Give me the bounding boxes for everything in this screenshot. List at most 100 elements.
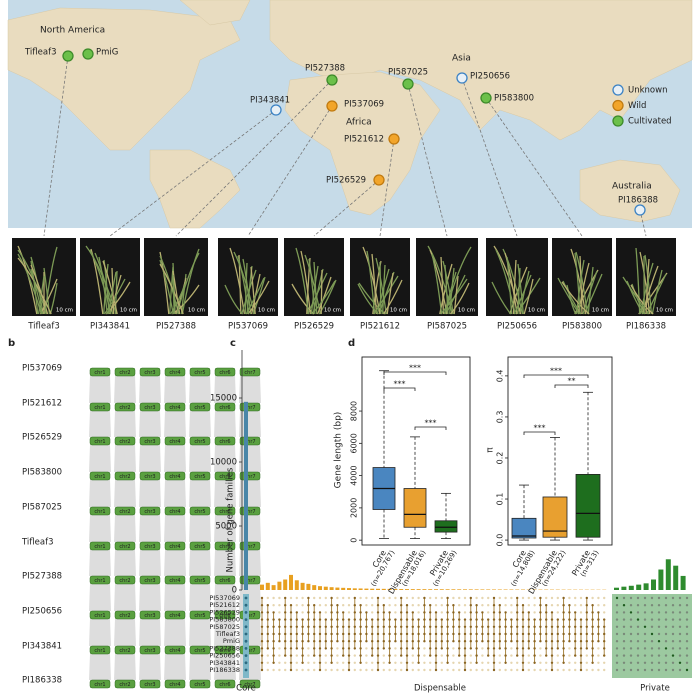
matrix-dot bbox=[330, 625, 333, 628]
synteny-band bbox=[164, 619, 186, 646]
matrix-dot bbox=[504, 654, 507, 657]
matrix-dot bbox=[347, 661, 351, 664]
matrix-dot bbox=[585, 632, 588, 636]
matrix-dot bbox=[295, 618, 298, 621]
matrix-dot bbox=[657, 625, 661, 628]
matrix-dot bbox=[685, 632, 689, 636]
matrix-dot bbox=[295, 640, 298, 643]
matrix-dot bbox=[481, 625, 484, 628]
bar bbox=[347, 588, 351, 590]
matrix-dot bbox=[301, 611, 304, 614]
chromosome-label: chr3 bbox=[144, 578, 155, 584]
synteny-band bbox=[239, 376, 261, 403]
plant-leaf bbox=[386, 272, 394, 315]
matrix-dot bbox=[244, 632, 248, 636]
matrix-dot bbox=[440, 611, 443, 614]
matrix-dot bbox=[527, 625, 530, 628]
matrix-dot bbox=[629, 611, 633, 614]
matrix-dot bbox=[629, 640, 633, 643]
synteny-band bbox=[114, 411, 136, 437]
chromosome-label: chr4 bbox=[169, 682, 180, 688]
matrix-dot bbox=[452, 668, 455, 672]
matrix-dot bbox=[417, 618, 420, 621]
matrix-dot bbox=[498, 596, 501, 600]
matrix-dot bbox=[260, 647, 264, 650]
synteny-band bbox=[139, 376, 161, 403]
significance-bracket bbox=[383, 371, 447, 375]
chromosome bbox=[114, 610, 136, 620]
synteny-band bbox=[139, 411, 161, 437]
synteny-band bbox=[89, 411, 111, 437]
synteny-band bbox=[189, 480, 211, 507]
matrix-dot bbox=[516, 640, 519, 643]
matrix-dot bbox=[429, 604, 432, 607]
matrix-dot bbox=[434, 661, 438, 664]
matrix-dot bbox=[382, 640, 385, 643]
accession-label: PI526529 bbox=[22, 433, 62, 443]
region-label: Australia bbox=[612, 182, 652, 192]
matrix-dot bbox=[400, 611, 403, 614]
matrix-dot bbox=[272, 654, 275, 657]
matrix-dot bbox=[579, 654, 583, 657]
matrix-dot bbox=[521, 661, 525, 664]
matrix-dot bbox=[446, 640, 449, 643]
chromosome-label: chr6 bbox=[219, 578, 230, 584]
group-label: Private bbox=[640, 684, 670, 694]
chromosome bbox=[239, 367, 261, 377]
matrix-dot bbox=[615, 625, 619, 628]
matrix-dot bbox=[376, 640, 380, 643]
matrix-dot bbox=[671, 668, 675, 672]
matrix-dot bbox=[603, 611, 606, 614]
matrix-dot bbox=[371, 640, 374, 643]
matrix-dot bbox=[301, 625, 304, 628]
matrix-dot bbox=[475, 625, 478, 628]
matrix-dot bbox=[579, 611, 583, 614]
chromosome bbox=[189, 645, 211, 655]
matrix-dot bbox=[347, 611, 351, 614]
chromosome-label: chr5 bbox=[194, 544, 205, 550]
matrix-dot bbox=[295, 596, 298, 600]
matrix-dot bbox=[603, 596, 606, 600]
matrix-dot bbox=[336, 654, 339, 657]
matrix-dot bbox=[440, 596, 443, 600]
bar bbox=[283, 579, 288, 590]
synteny-band bbox=[139, 584, 161, 611]
matrix-dot bbox=[423, 647, 426, 650]
matrix-dot bbox=[504, 647, 507, 650]
matrix-dot bbox=[365, 604, 368, 607]
matrix-dot bbox=[603, 604, 606, 607]
chromosome bbox=[139, 610, 161, 620]
bar bbox=[381, 588, 386, 590]
synteny-band bbox=[214, 654, 236, 680]
plant-leaf bbox=[169, 266, 174, 315]
plant-leaf bbox=[582, 270, 598, 315]
plant-leaf bbox=[635, 247, 641, 315]
matrix-dot bbox=[469, 611, 472, 614]
matrix-dot bbox=[685, 640, 689, 643]
chromosome-label: chr4 bbox=[169, 578, 180, 584]
chromosome-label: chr6 bbox=[219, 370, 230, 376]
matrix-dot bbox=[417, 661, 420, 664]
matrix-dot bbox=[318, 618, 322, 621]
matrix-dot bbox=[603, 661, 606, 664]
photo-label: PI587025 bbox=[427, 322, 467, 332]
matrix-row-label: PI587025 bbox=[209, 623, 240, 631]
matrix-dot bbox=[244, 618, 248, 621]
chromosome-label: chr7 bbox=[244, 648, 255, 654]
matrix-dot bbox=[423, 618, 426, 621]
matrix-dot bbox=[376, 604, 380, 607]
plant-leaf bbox=[371, 253, 378, 315]
y-tick-label: 15000 bbox=[210, 394, 237, 404]
matrix-dot bbox=[556, 640, 559, 643]
matrix-dot bbox=[545, 618, 548, 621]
matrix-dot bbox=[636, 611, 640, 614]
matrix-dot bbox=[657, 654, 661, 657]
matrix-dot bbox=[671, 632, 675, 636]
matrix-dot bbox=[394, 625, 397, 628]
matrix-dot bbox=[469, 632, 472, 636]
matrix-dot bbox=[643, 611, 647, 614]
matrix-dot bbox=[568, 632, 571, 636]
plant-leaf bbox=[250, 273, 261, 315]
matrix-dot bbox=[657, 596, 661, 600]
matrix-dot bbox=[417, 640, 420, 643]
